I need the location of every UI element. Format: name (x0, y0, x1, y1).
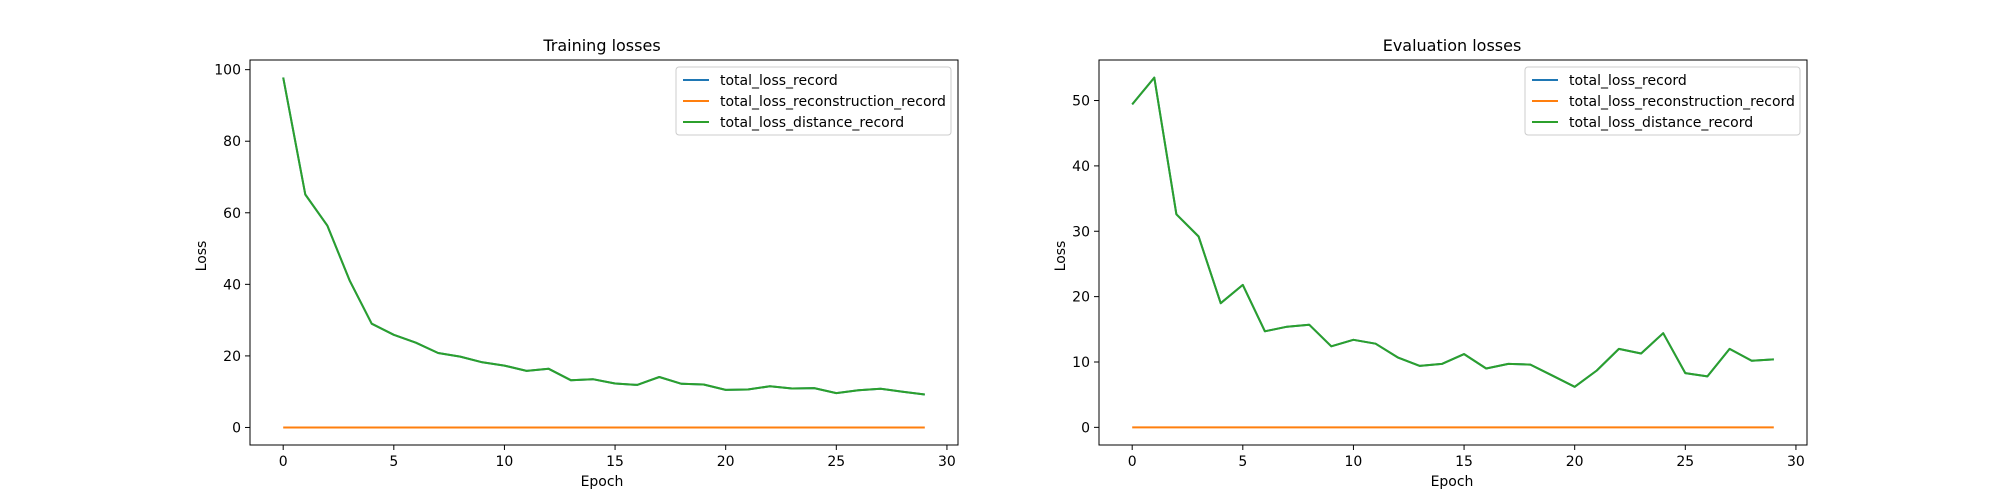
training-xlabel: Epoch (581, 474, 624, 490)
evaluation-xtick-label: 5 (1238, 454, 1247, 470)
evaluation-xtick-label: 15 (1455, 454, 1473, 470)
training-ytick-label: 60 (223, 206, 241, 222)
training-legend-frame (675, 66, 952, 136)
training-xtick-label: 20 (717, 454, 735, 470)
training-xtick-label: 15 (606, 454, 624, 470)
evaluation-xtick-label: 10 (1345, 454, 1363, 470)
evaluation-ytick-label: 20 (1072, 290, 1090, 306)
evaluation-legend-label-distance: total_loss_distance_record (1569, 115, 1753, 131)
evaluation-ytick-label: 40 (1072, 159, 1090, 175)
evaluation-ylabel: Loss (1053, 241, 1069, 272)
evaluation-plot-area: 0 5 10 15 20 25 30 0 10 20 30 40 50 (1072, 76, 1805, 470)
evaluation-legend-frame (1524, 66, 1801, 136)
evaluation-ytick-label: 10 (1072, 355, 1090, 371)
training-legend-label-distance: total_loss_distance_record (720, 115, 904, 131)
evaluation-axes-frame (1098, 59, 1808, 446)
evaluation-xtick-label: 25 (1676, 454, 1694, 470)
training-legend-label-reconstruction: total_loss_reconstruction_record (720, 94, 946, 110)
evaluation-legend-label-total-loss: total_loss_record (1569, 73, 1687, 89)
evaluation-xtick-label: 30 (1787, 454, 1805, 470)
training-ytick-label: 40 (223, 277, 241, 293)
training-xtick-label: 30 (938, 454, 956, 470)
training-xtick-label: 0 (279, 454, 288, 470)
evaluation-xlabel: Epoch (1431, 474, 1474, 490)
training-xtick-label: 10 (496, 454, 514, 470)
training-axes-frame (249, 59, 959, 446)
training-legend-label-total-loss: total_loss_record (720, 73, 838, 89)
training-ytick-label: 100 (214, 63, 241, 79)
evaluation-legend: total_loss_record total_loss_reconstruct… (1524, 66, 1801, 136)
evaluation-xtick-label: 0 (1128, 454, 1137, 470)
evaluation-title: Evaluation losses (1383, 36, 1522, 55)
evaluation-losses-subplot: Evaluation losses Epoch Loss 0 5 10 15 20 25 3… (1053, 36, 1808, 490)
evaluation-ytick-label: 50 (1072, 94, 1090, 110)
training-title: Training losses (542, 36, 660, 55)
evaluation-series-total-loss-distance-record (1131, 76, 1774, 388)
evaluation-legend-label-reconstruction: total_loss_reconstruction_record (1569, 94, 1795, 110)
training-ylabel: Loss (194, 241, 210, 272)
evaluation-ytick-label: 0 (1081, 420, 1090, 436)
training-ytick-label: 20 (223, 349, 241, 365)
training-ytick-label: 80 (223, 134, 241, 150)
training-xtick-label: 25 (827, 454, 845, 470)
evaluation-ytick-label: 30 (1072, 224, 1090, 240)
training-ytick-label: 0 (232, 420, 241, 436)
training-series-total-loss-distance-record (282, 77, 925, 396)
evaluation-xtick-label: 20 (1566, 454, 1584, 470)
training-xtick-label: 5 (389, 454, 398, 470)
training-losses-subplot: Training losses Epoch Loss 0 5 10 15 20 25 300… (194, 36, 959, 490)
training-legend: total_loss_record total_loss_reconstruct… (675, 66, 952, 136)
training-plot-area: 0 5 10 15 20 25 30 0 20 40 60 80 100 (214, 63, 956, 470)
